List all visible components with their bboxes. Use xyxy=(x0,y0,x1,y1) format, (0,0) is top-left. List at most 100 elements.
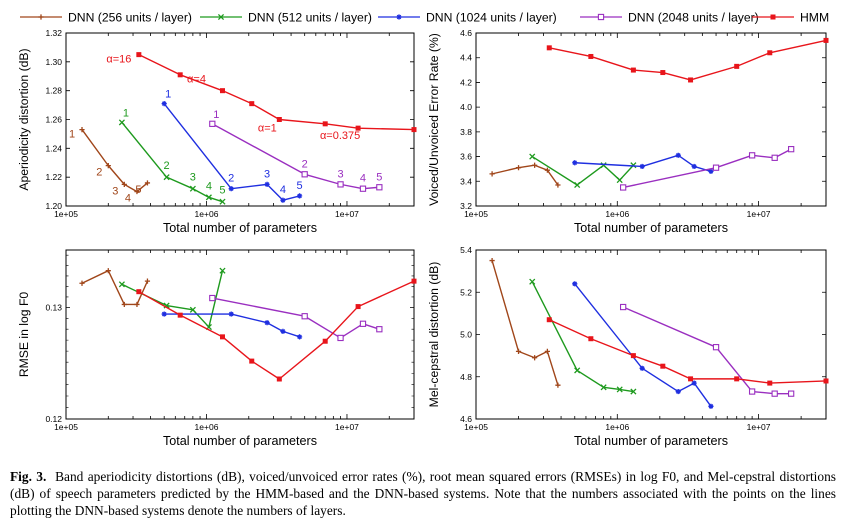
series-filled-square xyxy=(546,37,829,83)
legend-item: DNN (512 units / layer) xyxy=(200,11,372,25)
data-point xyxy=(529,153,536,160)
layer-count-label: 2 xyxy=(164,160,170,172)
data-point xyxy=(787,146,795,153)
data-point xyxy=(616,176,623,184)
legend-item: DNN (1024 units / layer) xyxy=(378,11,557,25)
x-tick-label: 1e+05 xyxy=(54,422,78,432)
x-axis-label: Total number of parameters xyxy=(574,434,728,448)
layer-count-label: 5 xyxy=(376,171,382,183)
data-point xyxy=(280,197,286,203)
x-axis: 1e+05 1e+06 1e+07 Total number of parameter… xyxy=(464,33,827,235)
y-tick-label: 5.4 xyxy=(460,245,472,255)
y-tick-label: 4.6 xyxy=(460,414,472,424)
x-axis: 1e+05 1e+06 1e+07 Total number of parameter… xyxy=(464,250,827,448)
y-tick-label: 4.0 xyxy=(460,102,472,112)
data-point xyxy=(134,188,140,195)
x-tick-label: 1e+06 xyxy=(605,209,629,219)
y-tick-label: 0.13 xyxy=(45,303,62,313)
layer-count-label: 2 xyxy=(96,167,102,179)
legend-label: DNN (256 units / layer) xyxy=(68,11,192,25)
series-line xyxy=(81,129,148,193)
y-tick-label: 1.22 xyxy=(45,172,62,182)
legend-label: HMM xyxy=(800,11,829,25)
data-point xyxy=(359,185,367,192)
data-point xyxy=(660,363,666,369)
legend: DNN (256 units / layer) DNN (512 units / … xyxy=(20,11,829,25)
data-point xyxy=(121,301,127,308)
y-axis-label: Aperiodicity distortion (dB) xyxy=(17,48,31,190)
series-square xyxy=(619,303,795,397)
legend-label: DNN (1024 units / layer) xyxy=(426,11,557,25)
data-point xyxy=(219,334,225,340)
data-point xyxy=(411,127,417,133)
series-star: 12 34 5 xyxy=(161,89,303,203)
data-point xyxy=(546,45,552,51)
data-point xyxy=(177,72,183,78)
data-point xyxy=(823,37,829,43)
legend-label: DNN (2048 units / layer) xyxy=(628,11,759,25)
x-tick-label: 1e+05 xyxy=(464,209,488,219)
series-star xyxy=(161,311,303,340)
data-point xyxy=(105,163,111,169)
data-point xyxy=(163,174,170,181)
data-point xyxy=(688,376,694,382)
series-line xyxy=(548,319,827,384)
data-point xyxy=(118,281,125,288)
data-point xyxy=(249,358,255,364)
data-point xyxy=(276,117,282,122)
data-point xyxy=(144,278,151,284)
data-point xyxy=(532,355,538,361)
series-line xyxy=(491,164,559,186)
data-point xyxy=(529,278,536,285)
data-point xyxy=(296,193,303,199)
x-tick-label: 1e+07 xyxy=(335,422,359,432)
layer-count-label: 4 xyxy=(360,173,366,185)
y-tick-label: 1.30 xyxy=(45,57,62,67)
legend-marker xyxy=(38,14,44,20)
data-point xyxy=(121,181,127,187)
layer-count-label: 2 xyxy=(302,158,308,170)
data-point xyxy=(532,162,538,168)
data-point xyxy=(600,162,607,169)
layer-count-label: 5 xyxy=(297,180,303,192)
data-point xyxy=(337,334,344,342)
data-point xyxy=(619,303,627,311)
data-point xyxy=(630,388,637,395)
data-point xyxy=(572,281,578,287)
data-point xyxy=(616,386,623,393)
figure-3: DNN (256 units / layer) DNN (512 units / … xyxy=(17,11,829,449)
series-plus xyxy=(489,162,561,188)
data-point xyxy=(630,353,636,359)
data-point xyxy=(105,268,111,274)
series-line xyxy=(574,283,712,407)
data-point xyxy=(322,121,328,127)
data-point xyxy=(205,194,212,201)
series-line xyxy=(138,53,415,131)
data-point xyxy=(376,184,383,191)
layer-count-label: 3 xyxy=(190,172,196,184)
data-point xyxy=(555,182,561,188)
y-axis: 4.6 4.8 5.0 5.2 5.4 Mel-cepstral distortion (… xyxy=(427,245,826,424)
layer-count-label: 1 xyxy=(213,109,219,121)
data-point xyxy=(209,120,216,127)
data-point xyxy=(189,306,196,313)
data-point xyxy=(189,185,196,192)
x-axis-label: Total number of parameters xyxy=(163,221,317,235)
data-point xyxy=(572,160,578,166)
data-point xyxy=(630,162,637,169)
data-point xyxy=(296,334,303,340)
series-square: 123 4 5 xyxy=(209,109,383,192)
alpha-annotation: α=1 xyxy=(258,123,277,135)
x-tick-label: 1e+07 xyxy=(747,209,771,219)
data-point xyxy=(708,403,714,409)
series-filled-square xyxy=(546,317,829,386)
series-star xyxy=(572,281,714,409)
y-tick-label: 5.0 xyxy=(460,330,472,340)
data-point xyxy=(515,348,522,354)
y-tick-label: 4.6 xyxy=(460,28,472,38)
data-point xyxy=(544,348,550,354)
series-square xyxy=(209,294,383,342)
series-line xyxy=(622,148,792,189)
data-point xyxy=(767,50,773,56)
legend-item: DNN (2048 units / layer) xyxy=(580,11,759,25)
